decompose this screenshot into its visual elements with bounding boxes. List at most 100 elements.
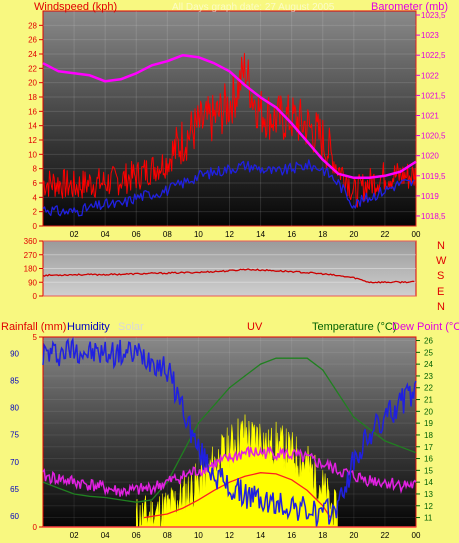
x-tick-label: 04 (101, 230, 110, 239)
y-tick-label: 26 (424, 337, 433, 346)
y-tick-label: 25 (424, 348, 433, 357)
bearing-letter: S (437, 270, 444, 282)
barometer-axis-label: Barometer (mb) (371, 1, 448, 13)
x-tick-label: 22 (380, 230, 389, 239)
wind-baro-gridlines (43, 11, 417, 227)
y-tick-label: 0 (33, 292, 38, 301)
y-tick-label: 90 (28, 278, 37, 287)
x-tick-label: 00 (412, 230, 421, 239)
y-tick-label: 22 (28, 64, 37, 73)
x-tick-label: 20 (349, 531, 358, 540)
y-tick-label: 17 (424, 443, 433, 452)
y-tick-label: 4 (33, 193, 38, 202)
x-tick-label: 06 (132, 531, 141, 540)
rain-y-axis-ticks: 05 (33, 333, 43, 532)
bearing-letter: N (437, 301, 445, 313)
x-tick-label: 02 (70, 531, 79, 540)
y-tick-label: 270 (24, 251, 38, 260)
y-tick-label: 19 (424, 419, 433, 428)
x-tick-label: 04 (101, 531, 110, 540)
temperature-line (42, 357, 417, 503)
y-tick-label: 70 (10, 458, 19, 467)
y-tick-label: 12 (424, 502, 433, 511)
x-tick-label: 12 (225, 531, 234, 540)
y-tick-label: 1020,5 (421, 132, 446, 141)
solar-legend-label: Solar (118, 321, 144, 333)
windspeed-axis-label: Windspeed (kph) (34, 1, 117, 13)
y-tick-label: 90 (10, 349, 19, 358)
dewpoint-line (42, 445, 417, 498)
solar-area (136, 414, 338, 528)
bearing-letter: E (437, 286, 444, 298)
wind-baro-series (42, 52, 417, 217)
barometer-y-axis-ticks: 1018,5 1019 1019,5 1020 1020,5 1021 1021,5 1022… (416, 11, 446, 221)
humidity-line (42, 336, 417, 527)
y-tick-label: 10 (28, 150, 37, 159)
y-tick-label: 5 (33, 333, 38, 342)
x-tick-label: 20 (349, 230, 358, 239)
y-tick-label: 20 (28, 79, 37, 88)
wind-direction-y-axis-ticks: 0 90 180 270 360 (24, 237, 43, 301)
uv-legend-label: UV (247, 321, 263, 333)
x-tick-label: 08 (163, 531, 172, 540)
y-tick-label: 15 (424, 466, 433, 475)
x-tick-label: 06 (132, 230, 141, 239)
x-tick-label: 02 (70, 230, 79, 239)
x-tick-label: 14 (256, 230, 265, 239)
y-tick-label: 2 (33, 208, 38, 217)
x-tick-label: 08 (163, 230, 172, 239)
rainfall-axis-label: Rainfall (mm) (1, 321, 66, 333)
series-line-2 (42, 53, 417, 180)
y-tick-label: 1022 (421, 71, 439, 80)
y-tick-label: 180 (24, 265, 38, 274)
humidity-y-axis-ticks: 60 65 70 75 80 85 90 (10, 349, 19, 521)
y-tick-label: 1019,5 (421, 172, 446, 181)
y-tick-label: 28 (28, 21, 37, 30)
y-tick-label: 24 (28, 50, 37, 59)
y-tick-label: 6 (33, 179, 38, 188)
y-tick-label: 18 (28, 93, 37, 102)
y-tick-label: 1019 (421, 192, 439, 201)
y-tick-label: 1018,5 (421, 212, 446, 221)
y-tick-label: 24 (424, 360, 433, 369)
rain-humidity-temp-series (42, 336, 417, 528)
y-tick-label: 22 (424, 384, 433, 393)
temperature-y-axis-ticks: 11 12 13 14 15 16 17 18 19 20 21 22 23 24 25 26 (416, 337, 433, 523)
y-tick-label: 21 (424, 396, 433, 405)
x-tick-label: 00 (412, 531, 421, 540)
y-tick-label: 60 (10, 512, 19, 521)
y-tick-label: 20 (424, 407, 433, 416)
y-tick-label: 1023,5 (421, 11, 446, 20)
x-tick-label: 16 (287, 230, 296, 239)
series-line-0 (42, 52, 417, 208)
wind-direction-series (42, 268, 415, 284)
y-tick-label: 65 (10, 485, 19, 494)
humidity-axis-label: Humidity (67, 321, 110, 333)
x-tick-label: 10 (194, 531, 203, 540)
y-tick-label: 13 (424, 490, 433, 499)
y-tick-label: 14 (424, 478, 433, 487)
y-tick-label: 12 (28, 136, 37, 145)
temperature-axis-label: Temperature (°C) (312, 321, 396, 333)
bearing-letter: N (437, 240, 445, 252)
x-tick-label: 18 (318, 230, 327, 239)
y-tick-label: 360 (24, 237, 38, 246)
y-tick-label: 11 (424, 514, 433, 523)
y-tick-label: 14 (28, 122, 37, 131)
y-tick-label: 0 (33, 222, 38, 231)
y-tick-label: 18 (424, 431, 433, 440)
dewpoint-axis-label: Dew Point (°C) (392, 321, 459, 333)
y-tick-label: 1021 (421, 111, 439, 120)
y-tick-label: 16 (424, 455, 433, 464)
wind-direction-plot-area (42, 240, 417, 297)
wind-x-axis-ticks: 02 04 06 08 10 12 14 16 18 20 22 00 (70, 230, 421, 239)
bearing-letter: W (436, 255, 447, 267)
y-tick-label: 16 (28, 107, 37, 116)
y-tick-label: 8 (33, 165, 38, 174)
y-tick-label: 0 (33, 523, 38, 532)
wind-direction-gridlines (43, 240, 416, 297)
x-tick-label: 18 (318, 531, 327, 540)
y-tick-label: 1022,5 (421, 51, 446, 60)
